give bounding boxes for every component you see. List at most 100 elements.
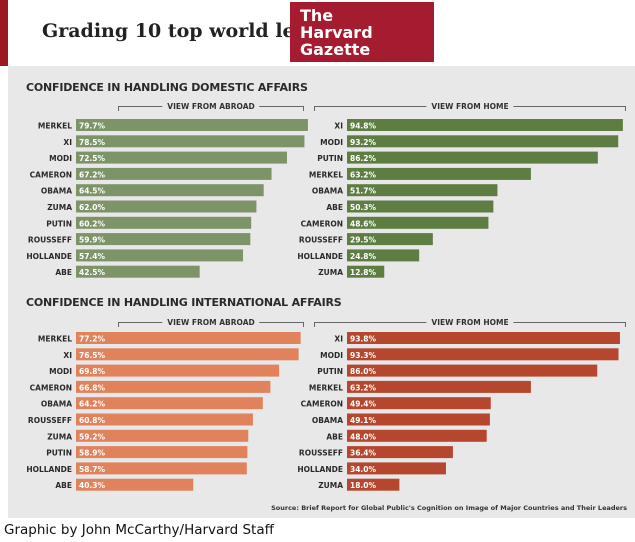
intl-home-value-label-merkel: 63.2% (350, 383, 377, 392)
dom-abroad-value-label-hollande: 57.4% (79, 252, 106, 261)
dom-home-bar-cameron (347, 216, 489, 229)
dom-abroad-bar-zuma (76, 200, 257, 213)
header: Grading 10 top world leaders The Harvard… (0, 0, 635, 66)
dom-abroad-value-label-zuma: 62.0% (79, 203, 106, 212)
intl-home-value-label-xi: 93.8% (350, 335, 377, 344)
dom-abroad-category-label-rousseff: ROUSSEFF (28, 236, 72, 245)
intl-home-bar-cameron (347, 397, 491, 410)
dom-home-bar-rousseff (347, 233, 433, 246)
intl-home-value-label-rousseff: 36.4% (350, 449, 377, 458)
dom-home-category-label-obama: OBAMA (312, 187, 343, 196)
dom-home-value-label-obama: 51.7% (350, 187, 377, 196)
dom-home-value-label-hollande: 24.8% (350, 252, 377, 261)
intl-home-bar-obama (347, 413, 490, 426)
dom-abroad-bar-obama (76, 184, 264, 197)
dom-home-value-label-putin: 86.2% (350, 154, 377, 163)
dom-home-value-label-abe: 50.3% (350, 203, 377, 212)
international-abroad-header-label: VIEW FROM ABROAD (162, 316, 260, 329)
intl-abroad-value-label-cameron: 66.8% (79, 383, 106, 392)
intl-abroad-category-label-rousseff: ROUSSEFF (28, 416, 72, 425)
intl-abroad-bar-abe (76, 478, 194, 491)
dom-abroad-category-label-cameron: CAMERON (30, 170, 72, 179)
intl-abroad-bar-xi (76, 348, 299, 361)
dom-abroad-bar-hollande (76, 249, 244, 262)
dom-abroad-category-label-abe: ABE (55, 268, 72, 277)
intl-home-category-label-hollande: HOLLANDE (297, 465, 343, 474)
intl-home-bar-hollande (347, 462, 446, 475)
chart-panel: CONFIDENCE IN HANDLING DOMESTIC AFFAIRS … (8, 66, 635, 518)
dom-home-bar-hollande (347, 249, 420, 262)
intl-abroad-value-label-modi: 69.8% (79, 367, 106, 376)
dom-abroad-bar-putin (76, 216, 252, 229)
intl-home-category-label-xi: XI (334, 335, 343, 344)
intl-home-category-label-abe: ABE (326, 432, 343, 441)
international-home-bar-chart: XI 93.8% MODI 93.3% PUTIN 86.0% MERKEL 63.2% CAM… (297, 332, 620, 491)
international-home-header: VIEW FROM HOME (314, 316, 626, 330)
intl-home-value-label-putin: 86.0% (350, 367, 377, 376)
dom-home-bar-xi (347, 119, 623, 131)
intl-home-value-label-hollande: 34.0% (350, 465, 377, 474)
intl-abroad-bar-putin (76, 446, 248, 459)
intl-abroad-value-label-merkel: 77.2% (79, 335, 106, 344)
dom-home-category-label-xi: XI (334, 122, 343, 131)
source-note: Source: Brief Report for Global Public's… (271, 504, 627, 512)
dom-home-value-label-zuma: 12.8% (350, 268, 377, 277)
dom-abroad-category-label-obama: OBAMA (41, 187, 72, 196)
dom-home-bar-abe (347, 200, 494, 213)
intl-abroad-category-label-abe: ABE (55, 481, 72, 490)
dom-abroad-category-label-modi: MODI (49, 154, 72, 163)
domestic-home-header: VIEW FROM HOME (314, 100, 626, 114)
intl-home-value-label-cameron: 49.4% (350, 400, 377, 409)
international-abroad-header: VIEW FROM ABROAD (118, 316, 304, 330)
dom-abroad-bar-abe (76, 265, 200, 278)
graphic-credit: Graphic by John McCarthy/Harvard Staff (4, 522, 274, 538)
intl-home-bar-modi (347, 348, 619, 361)
intl-abroad-category-label-putin: PUTIN (46, 449, 72, 458)
dom-home-category-label-hollande: HOLLANDE (297, 252, 343, 261)
intl-abroad-bar-cameron (76, 380, 271, 393)
dom-abroad-bar-modi (76, 151, 287, 164)
intl-abroad-category-label-xi: XI (63, 351, 72, 360)
intl-abroad-category-label-modi: MODI (49, 367, 72, 376)
intl-abroad-bar-merkel (76, 332, 301, 344)
harvard-gazette-logo[interactable]: The Harvard Gazette (290, 2, 434, 62)
intl-home-category-label-cameron: CAMERON (301, 400, 343, 409)
brand-stripe (0, 0, 8, 66)
dom-abroad-category-label-xi: XI (63, 138, 72, 147)
domestic-home-bar-chart: XI 94.8% MODI 93.2% PUTIN 86.2% MERKEL 63.2% OBA… (297, 119, 623, 278)
intl-home-category-label-putin: PUTIN (317, 367, 343, 376)
dom-home-value-label-modi: 93.2% (350, 138, 377, 147)
dom-home-category-label-modi: MODI (320, 138, 343, 147)
dom-home-category-label-zuma: ZUMA (318, 268, 343, 277)
logo-line-2: Harvard (300, 23, 373, 42)
dom-abroad-category-label-zuma: ZUMA (47, 203, 72, 212)
intl-home-bar-abe (347, 429, 487, 442)
dom-abroad-value-label-xi: 78.5% (79, 138, 106, 147)
dom-home-bar-obama (347, 184, 498, 197)
intl-home-bar-zuma (347, 478, 400, 491)
dom-home-value-label-rousseff: 29.5% (350, 236, 377, 245)
intl-home-category-label-obama: OBAMA (312, 416, 343, 425)
intl-home-value-label-zuma: 18.0% (350, 481, 377, 490)
intl-home-bar-putin (347, 364, 598, 377)
intl-abroad-value-label-rousseff: 60.8% (79, 416, 106, 425)
intl-abroad-value-label-obama: 64.2% (79, 400, 106, 409)
intl-abroad-value-label-putin: 58.9% (79, 449, 106, 458)
domestic-home-header-label: VIEW FROM HOME (426, 100, 514, 113)
intl-home-category-label-merkel: MERKEL (309, 383, 343, 392)
dom-abroad-value-label-modi: 72.5% (79, 154, 106, 163)
intl-abroad-bar-obama (76, 397, 263, 410)
dom-abroad-category-label-putin: PUTIN (46, 219, 72, 228)
intl-home-value-label-modi: 93.3% (350, 351, 377, 360)
intl-home-bar-merkel (347, 380, 531, 393)
dom-home-bar-putin (347, 151, 598, 164)
intl-abroad-category-label-hollande: HOLLANDE (26, 465, 72, 474)
dom-abroad-category-label-hollande: HOLLANDE (26, 252, 72, 261)
logo-line-3: Gazette (300, 40, 371, 59)
dom-abroad-bar-xi (76, 135, 305, 148)
intl-home-value-label-obama: 49.1% (350, 416, 377, 425)
dom-home-category-label-abe: ABE (326, 203, 343, 212)
international-home-header-label: VIEW FROM HOME (426, 316, 514, 329)
intl-abroad-value-label-abe: 40.3% (79, 481, 106, 490)
dom-abroad-value-label-putin: 60.2% (79, 219, 106, 228)
